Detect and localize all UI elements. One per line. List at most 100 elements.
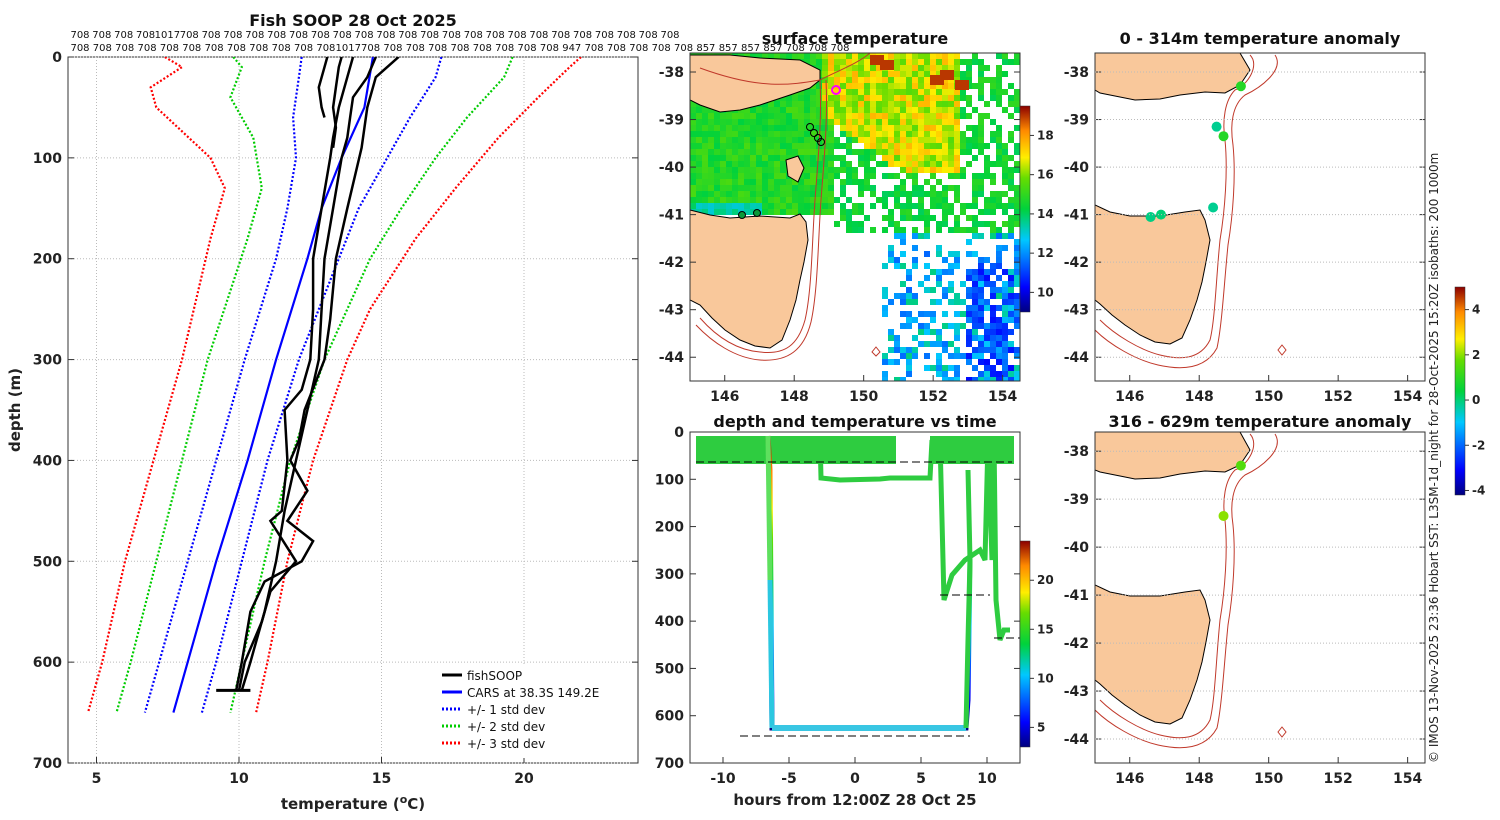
sst-cell xyxy=(906,155,912,161)
sst-cell xyxy=(768,173,774,179)
sst-cell xyxy=(720,113,726,119)
sst-cell xyxy=(996,317,1002,323)
sst-cell xyxy=(852,173,858,179)
sst-cell xyxy=(792,209,798,215)
sst-cell xyxy=(696,197,702,203)
sst-cell xyxy=(900,149,906,155)
sst-cell xyxy=(1002,269,1008,275)
sst-cell xyxy=(906,125,912,131)
sst-cell xyxy=(906,371,912,377)
sst-cell xyxy=(984,341,990,347)
sst-cell xyxy=(984,275,990,281)
sst-cell xyxy=(864,101,870,107)
sst-cell xyxy=(888,191,894,197)
sst-cell xyxy=(804,197,810,203)
sst-cell xyxy=(810,179,816,185)
sst-cell xyxy=(846,161,852,167)
sst-cell xyxy=(864,65,870,71)
sst-cell xyxy=(762,53,768,59)
sst-cell xyxy=(882,173,888,179)
sst-cell xyxy=(942,257,948,263)
sst-cell xyxy=(798,149,804,155)
y-tick-label: 600 xyxy=(655,709,684,725)
sst-cell xyxy=(990,353,996,359)
sst-cell xyxy=(876,125,882,131)
depth-time-surface-band xyxy=(696,436,896,464)
sst-cell xyxy=(918,59,924,65)
sst-cell xyxy=(978,59,984,65)
y-tick-label: 400 xyxy=(655,614,684,630)
sst-cell xyxy=(690,155,696,161)
sst-cell xyxy=(882,215,888,221)
sst-cell xyxy=(882,293,888,299)
x-tick-label: 152 xyxy=(1324,389,1353,405)
sst-cell xyxy=(918,191,924,197)
sst-cell xyxy=(864,173,870,179)
sst-cell xyxy=(990,191,996,197)
sst-cell xyxy=(912,167,918,173)
top-label: 708 xyxy=(249,43,268,54)
sst-cell xyxy=(834,113,840,119)
sst-cell xyxy=(930,83,936,89)
sst-cell xyxy=(732,155,738,161)
sst-cell xyxy=(696,131,702,137)
sst-cell xyxy=(756,203,762,209)
sst-cell xyxy=(828,113,834,119)
sst-cell xyxy=(726,191,732,197)
sst-cell xyxy=(1008,329,1014,335)
sst-cell xyxy=(954,119,960,125)
sst-cell xyxy=(792,107,798,113)
sst-cell xyxy=(846,119,852,125)
sst-cell xyxy=(954,173,960,179)
sst-cell xyxy=(930,317,936,323)
sst-cell xyxy=(1008,167,1014,173)
sst-cell xyxy=(948,125,954,131)
sst-cell xyxy=(864,71,870,77)
sst-cell xyxy=(810,113,816,119)
sst-cell xyxy=(702,107,708,113)
sst-cell xyxy=(948,341,954,347)
legend-box xyxy=(434,666,624,758)
sst-cell xyxy=(1008,113,1014,119)
sst-cell xyxy=(924,329,930,335)
sst-cell xyxy=(936,125,942,131)
sst-cell xyxy=(822,119,828,125)
sst-cell xyxy=(966,275,972,281)
sst-cell xyxy=(858,119,864,125)
sst-cell xyxy=(888,83,894,89)
sst-cell xyxy=(870,95,876,101)
sst-cell xyxy=(750,143,756,149)
sst-cell xyxy=(900,299,906,305)
sst-cell xyxy=(900,59,906,65)
sst-cell xyxy=(954,329,960,335)
sst-cell xyxy=(726,203,732,209)
sst-cell xyxy=(810,161,816,167)
sst-cell xyxy=(972,305,978,311)
sst-cell xyxy=(816,203,822,209)
sst-cell xyxy=(780,161,786,167)
sst-cell xyxy=(714,113,720,119)
sst-cell xyxy=(792,113,798,119)
anomaly-deep-axes-box xyxy=(1094,431,1426,764)
sst-cell xyxy=(810,59,816,65)
sst-cell xyxy=(696,143,702,149)
sst-cell xyxy=(984,305,990,311)
sst-cell xyxy=(1008,365,1014,371)
sst-cell xyxy=(894,185,900,191)
sst-cell xyxy=(732,131,738,137)
sst-cell xyxy=(1002,179,1008,185)
sst-cell xyxy=(696,107,702,113)
sst-cell xyxy=(900,239,906,245)
sst-cell xyxy=(888,53,894,59)
sst-cell xyxy=(942,197,948,203)
sst-cell xyxy=(816,53,822,59)
sst-cell xyxy=(774,197,780,203)
sst-cell xyxy=(924,83,930,89)
sst-cell xyxy=(828,161,834,167)
y-tick-label: -40 xyxy=(1064,540,1090,556)
sst-cell xyxy=(906,173,912,179)
sst-cell xyxy=(750,209,756,215)
sst-cell xyxy=(918,197,924,203)
sst-sample-marker xyxy=(738,211,746,219)
sst-cell xyxy=(888,89,894,95)
